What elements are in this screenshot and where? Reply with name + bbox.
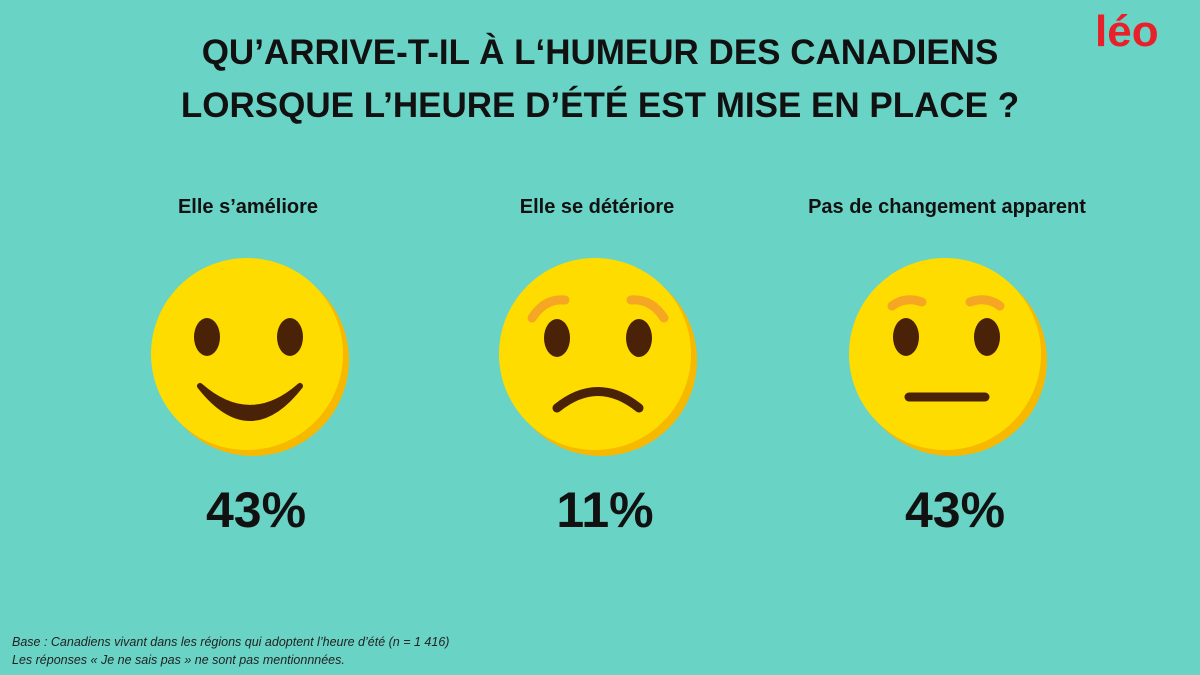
item-value: 43% xyxy=(905,482,1005,538)
emoji-happy xyxy=(151,258,349,456)
item-label: Elle se détériore xyxy=(520,196,675,218)
logo: léo xyxy=(1095,7,1159,56)
item-label: Pas de changement apparent xyxy=(808,196,1086,218)
title-line: LORSQUE L’HEURE D’ÉTÉ EST MISE EN PLACE … xyxy=(181,85,1019,125)
item-value: 43% xyxy=(206,482,306,538)
title-line: QU’ARRIVE-T-IL À L‘HUMEUR DES CANADIENS xyxy=(202,32,999,72)
item-value: 11% xyxy=(556,482,653,538)
items: Elle s’améliore 43% Elle se détériore 11% Pa… xyxy=(178,196,1086,538)
footnote: Les réponses « Je ne sais pas » ne sont … xyxy=(12,653,345,667)
emoji-sad xyxy=(499,258,697,456)
emoji-neutral xyxy=(849,258,1047,456)
footnote: Base : Canadiens vivant dans les régions… xyxy=(12,635,449,649)
item-label: Elle s’améliore xyxy=(178,196,318,218)
